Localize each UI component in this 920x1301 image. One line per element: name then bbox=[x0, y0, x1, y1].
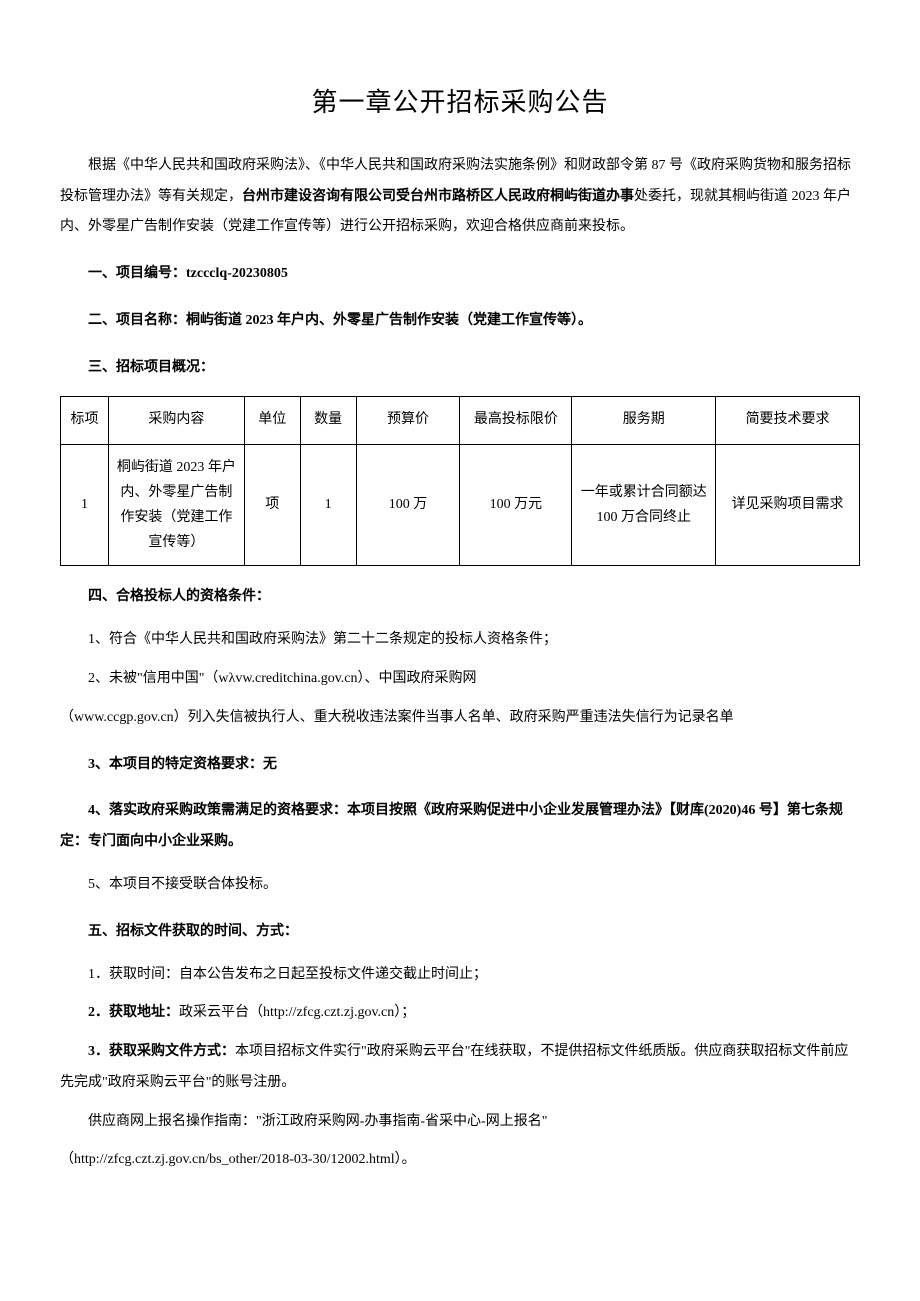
intro-paragraph: 根据《中华人民共和国政府采购法》、《中华人民共和国政府采购法实施条例》和财政部令… bbox=[60, 151, 860, 243]
table-cell: 项 bbox=[244, 444, 300, 566]
item-5-guide: 供应商网上报名操作指南："浙江政府采购网-办事指南-省采中心-网上报名" bbox=[60, 1107, 860, 1138]
table-header: 数量 bbox=[300, 396, 356, 444]
item-5-3-label: 3．获取采购文件方式： bbox=[88, 1044, 235, 1059]
table-header-row: 标项 采购内容 单位 数量 预算价 最高投标限价 服务期 简要技术要求 bbox=[61, 396, 860, 444]
section-5-heading: 五、招标文件获取的时间、方式： bbox=[60, 917, 860, 948]
table-header: 服务期 bbox=[572, 396, 716, 444]
item-5-2: 2．获取地址：政采云平台（http://zfcg.czt.zj.gov.cn）； bbox=[60, 998, 860, 1029]
table-header: 预算价 bbox=[356, 396, 460, 444]
item-5-url: （http://zfcg.czt.zj.gov.cn/bs_other/2018… bbox=[60, 1145, 860, 1176]
section-2-heading: 二、项目名称：桐屿街道 2023 年户内、外零星广告制作安装（党建工作宣传等）。 bbox=[60, 306, 860, 337]
section-4-heading: 四、合格投标人的资格条件： bbox=[60, 582, 860, 613]
item-4-4: 4、落实政府采购政策需满足的资格要求：本项目按照《政府采购促进中小企业发展管理办… bbox=[60, 796, 860, 858]
item-4-2a: 2、未被"信用中国"（wλvw.creditchina.gov.cn）、中国政府… bbox=[60, 664, 860, 695]
intro-bold: 台州市建设咨询有限公司受台州市路桥区人民政府桐屿街道办事 bbox=[242, 189, 634, 204]
item-5-1: 1．获取时间：自本公告发布之日起至投标文件递交截止时间止； bbox=[60, 960, 860, 991]
table-header: 采购内容 bbox=[108, 396, 244, 444]
page-title: 第一章公开招标采购公告 bbox=[60, 80, 860, 127]
item-4-2b: （www.ccgp.gov.cn）列入失信被执行人、重大税收违法案件当事人名单、… bbox=[60, 703, 860, 734]
item-5-3: 3．获取采购文件方式：本项目招标文件实行"政府采购云平台"在线获取，不提供招标文… bbox=[60, 1037, 860, 1099]
item-5-2-label: 2．获取地址： bbox=[88, 1005, 179, 1020]
item-4-1: 1、符合《中华人民共和国政府采购法》第二十二条规定的投标人资格条件； bbox=[60, 625, 860, 656]
table-cell: 桐屿街道 2023 年户内、外零星广告制作安装（党建工作宣传等） bbox=[108, 444, 244, 566]
item-4-5: 5、本项目不接受联合体投标。 bbox=[60, 870, 860, 901]
item-4-3: 3、本项目的特定资格要求：无 bbox=[60, 750, 860, 781]
section-3-heading: 三、招标项目概况： bbox=[60, 353, 860, 384]
table-cell: 1 bbox=[61, 444, 109, 566]
project-overview-table: 标项 采购内容 单位 数量 预算价 最高投标限价 服务期 简要技术要求 1 桐屿… bbox=[60, 396, 860, 567]
table-cell: 详见采购项目需求 bbox=[716, 444, 860, 566]
section-1-heading: 一、项目编号：tzccclq-20230805 bbox=[60, 259, 860, 290]
table-header: 单位 bbox=[244, 396, 300, 444]
table-header: 标项 bbox=[61, 396, 109, 444]
table-header: 简要技术要求 bbox=[716, 396, 860, 444]
table-row: 1 桐屿街道 2023 年户内、外零星广告制作安装（党建工作宣传等） 项 1 1… bbox=[61, 444, 860, 566]
table-header: 最高投标限价 bbox=[460, 396, 572, 444]
table-cell: 100 万元 bbox=[460, 444, 572, 566]
table-cell: 一年或累计合同额达 100 万合同终止 bbox=[572, 444, 716, 566]
table-cell: 1 bbox=[300, 444, 356, 566]
item-5-2-text: 政采云平台（http://zfcg.czt.zj.gov.cn）； bbox=[179, 1005, 415, 1020]
table-cell: 100 万 bbox=[356, 444, 460, 566]
